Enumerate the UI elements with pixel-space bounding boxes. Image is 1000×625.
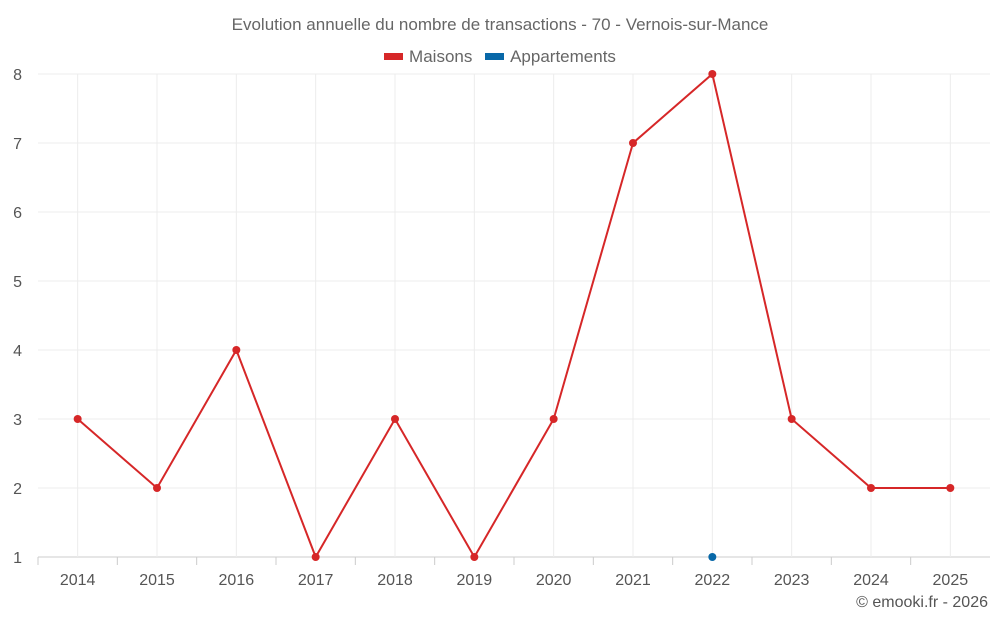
legend-swatch-appartements: [485, 53, 505, 60]
data-point-maisons: [549, 415, 558, 423]
data-point-maisons: [708, 70, 717, 78]
y-tick-label: 3: [13, 412, 22, 429]
y-tick-label: 5: [13, 274, 22, 291]
chart-title: Evolution annuelle du nombre de transact…: [231, 15, 769, 34]
x-tick-label: 2021: [615, 572, 651, 589]
data-point-maisons: [153, 484, 161, 492]
x-tick-label: 2019: [457, 572, 493, 589]
x-tick-label: 2014: [60, 572, 96, 589]
x-tick-label: 2025: [933, 572, 969, 589]
y-tick-label: 8: [13, 67, 22, 84]
data-point-maisons: [73, 415, 82, 423]
credit: © emooki.fr - 2026: [856, 594, 988, 611]
legend-item-maisons[interactable]: Maisons: [384, 47, 472, 67]
legend-swatch-maisons: [384, 53, 404, 60]
series-line-maisons: [77, 72, 951, 560]
data-point-maisons: [867, 484, 875, 492]
legend-label: Appartements: [510, 46, 616, 66]
y-tick-label: 7: [13, 136, 22, 153]
legend: Maisons Appartements: [0, 45, 1000, 67]
x-tick-label: 2024: [853, 572, 889, 589]
x-tick-label: 2018: [377, 572, 413, 589]
x-tick-label: 2023: [774, 572, 810, 589]
x-tick-label: 2020: [536, 572, 572, 589]
data-point-maisons: [391, 415, 399, 423]
data-point-maisons: [470, 553, 479, 561]
data-point-appartements: [708, 553, 717, 561]
data-point-maisons: [787, 415, 796, 423]
y-tick-label: 6: [13, 205, 22, 222]
y-tick-label: 1: [13, 550, 22, 567]
legend-label: Maisons: [409, 46, 473, 66]
x-tick-label: 2022: [695, 572, 731, 589]
legend-item-appartements[interactable]: Appartements: [485, 47, 616, 67]
y-tick-label: 4: [13, 343, 22, 360]
data-point-maisons: [629, 139, 637, 147]
x-tick-label: 2017: [298, 572, 334, 589]
x-tick-label: 2015: [139, 572, 175, 589]
data-point-maisons: [311, 553, 320, 561]
x-tick-label: 2016: [219, 572, 255, 589]
data-point-maisons: [232, 346, 241, 354]
y-tick-label: 2: [13, 481, 22, 498]
data-point-maisons: [946, 484, 955, 492]
